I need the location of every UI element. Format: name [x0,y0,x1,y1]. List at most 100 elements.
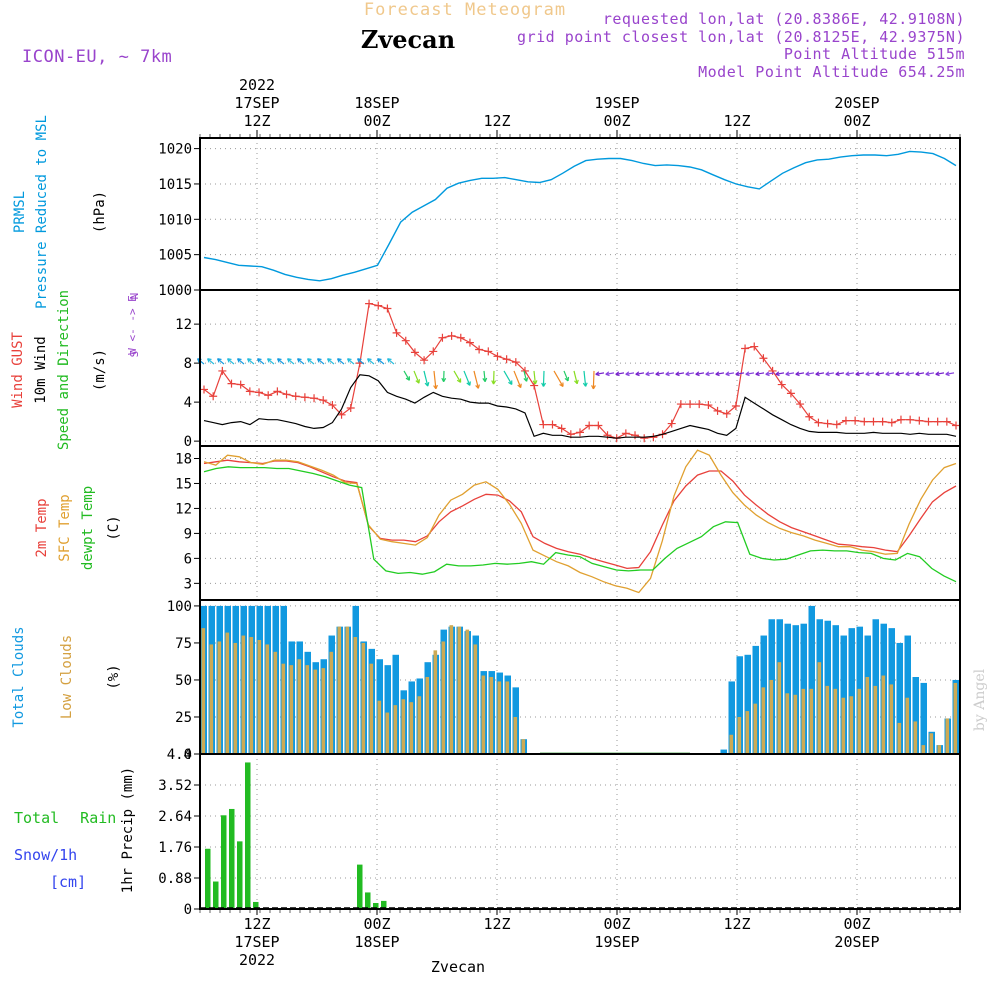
gust-marker [759,354,768,363]
low-cloud-bar [201,628,206,754]
wind-arrow [583,370,587,387]
time-axis-label: 12Z [483,915,510,933]
wind-arrow-head [207,358,212,363]
gust-marker [667,419,676,428]
wind-arrow [945,372,955,375]
rain-bar [357,864,363,909]
total-cloud-bar [720,749,727,754]
gust-marker [410,348,419,357]
wind-arrow-head [387,358,392,363]
clouds-ylabel-line2: Low Clouds [59,635,75,719]
time-axis-label: 12Z [243,112,270,130]
low-cloud-bar [921,745,926,754]
wind-arrow-head [835,371,840,377]
low-cloud-bar [833,688,838,754]
gust-marker [539,420,548,429]
low-cloud-bar [473,644,478,754]
low-cloud-bar [393,705,398,754]
pressure-series [203,150,957,282]
wind-arrow [413,370,420,384]
gust-marker [429,347,438,356]
wind-arrow-head [755,371,760,377]
wind-ylabel-group: Wind GUST 10m Wind Speed and Direction (… [10,290,141,450]
wind-arrow-head [523,377,529,382]
rain-bar [237,841,243,909]
compass-s: S [128,351,141,358]
low-cloud-bar [385,712,390,754]
low-cloud-bar [401,699,406,754]
clouds-ylabel-group: Total Clouds Low Clouds (%) [11,626,122,727]
temp-ylabel-line1: 2m Temp [34,498,50,557]
total-cloud-bar [736,656,743,754]
low-cloud-bar [257,639,262,754]
wind-arrow-head [327,358,332,363]
time-axis-label: 12Z [723,112,750,130]
total-cloud-bar [752,645,759,754]
y-tick-label: 4.4 [167,747,192,763]
y-tick-label: 0 [184,902,192,918]
gust-marker [915,416,924,425]
wind-arrow [403,370,410,381]
total-cloud-bar [392,654,399,754]
temp-ylabel-line3: dewpt Temp [80,486,96,570]
cloud-bars [200,605,959,754]
wind-arrow-head [217,358,222,363]
low-cloud-bar [817,662,822,754]
wind-arrow-head [645,371,650,377]
wind-arrow-head [582,382,588,387]
pressure-ylabel-line2: Pressure Reduced to MSL [34,115,50,309]
gust-marker [200,385,208,394]
wind-arrow [825,372,835,375]
low-cloud-bar [489,677,494,754]
panel-bg [200,754,960,909]
wind-arrow [453,370,462,383]
total-cloud-bar [840,635,847,754]
wind-arrow-head [705,371,710,377]
wind-ylabel-unit: (m/s) [92,349,108,391]
time-axis-label: 00Z [363,112,390,130]
wind-arrow [755,372,765,375]
gust-marker [420,356,429,365]
panel-bg [200,138,960,290]
y-tick-label: 1020 [158,142,192,158]
gust-marker [796,400,805,409]
wind-arrow-head [267,358,272,363]
low-cloud-bar [865,677,870,754]
wind-arrow [327,358,335,365]
precip-ylabel-group: Total Rain Snow/1h [cm] 1hr Precip (mm) [14,767,136,893]
requested-point: requested lon,lat (20.8386E, 42.9108N) [603,10,965,28]
pressure-ylabel-group: PRMSL Pressure Reduced to MSL (hPa) [12,115,108,309]
wind-arrow-head [367,358,372,363]
wind-arrow-head [785,371,790,377]
wind-arrow-head [377,358,382,363]
wind-arrow [592,370,595,389]
gust-marker [750,342,759,351]
precip-label-cm: [cm] [50,873,86,891]
wind-arrow-head [491,380,497,385]
wind-ylabel-line3: Speed and Direction [56,290,72,450]
wind-arrow [685,372,695,375]
wind-arrow-head [725,371,730,377]
gust-marker [621,429,630,438]
low-cloud-bar [521,739,526,754]
watermark: by Angel [972,668,988,731]
wind-arrow-head [895,371,900,377]
time-axis-label: 00Z [603,112,630,130]
y-tick-label: 2.64 [158,809,192,825]
temp-ylabel-unit: (C) [106,515,122,540]
wind-arrow [795,372,805,375]
gust-marker [337,410,346,419]
time-axis-label: 00Z [603,915,630,933]
low-cloud-bar [209,644,214,754]
low-cloud-bar [441,641,446,754]
wind-arrow [725,372,735,375]
gust-marker [713,406,722,415]
wind-arrow [542,370,545,387]
y-tick-label: 100 [167,599,192,615]
y-tick-label: 0.88 [158,871,192,887]
wind-arrow [207,358,215,365]
wind-arrow [423,370,429,387]
low-cloud-bar [369,663,374,754]
wind-arrow-head [466,381,471,386]
